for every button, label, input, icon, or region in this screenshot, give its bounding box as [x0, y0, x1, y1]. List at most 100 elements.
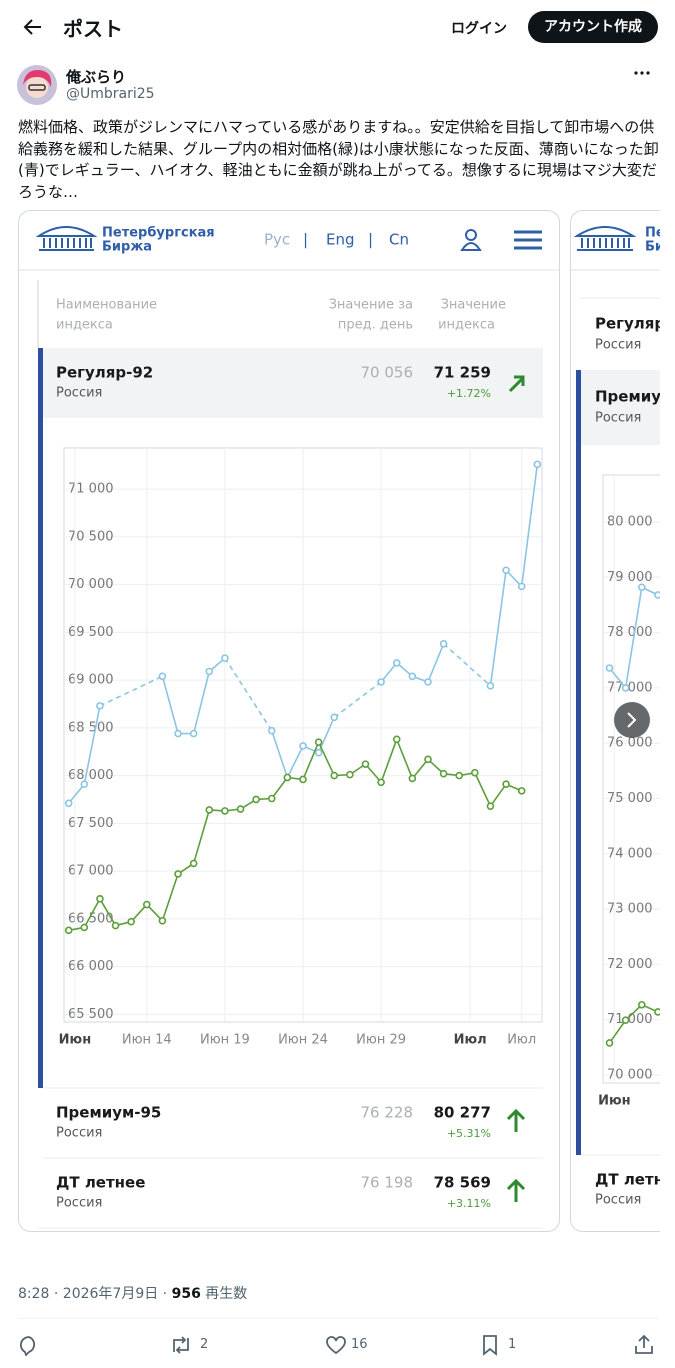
y-tick-label: 66 000 [68, 959, 114, 974]
data-point [346, 770, 354, 779]
y-tick-label: 66 500 [68, 911, 114, 926]
y-tick-label: 68 000 [68, 768, 114, 783]
data-point [637, 1000, 646, 1009]
data-point [221, 654, 229, 662]
logo-text: Пе [645, 226, 660, 241]
data-point [314, 738, 323, 746]
language-link[interactable]: Eng [326, 231, 355, 249]
y-tick-label: 71 000 [68, 482, 114, 497]
more-button[interactable] [632, 66, 652, 80]
line-segment [489, 570, 507, 686]
line-segment [68, 783, 85, 804]
row-value: 80 277 [434, 1104, 491, 1122]
row-name: Регуляр [595, 315, 660, 333]
line-segment [411, 758, 429, 779]
row-name: Премиум-95 [56, 1104, 161, 1122]
view-label: 再生数 [205, 1286, 248, 1302]
line-segment [130, 903, 148, 923]
row-selected-bar [576, 370, 581, 1155]
data-point [533, 460, 542, 469]
x-tick-label: Июн 19 [200, 1033, 250, 1048]
next-image-button[interactable] [614, 702, 650, 738]
data-point [502, 780, 510, 788]
post-time[interactable]: 8:28 · 2026年7月9日 · [18, 1286, 172, 1302]
logo-text: Петербургская [102, 226, 215, 241]
bookmark-button[interactable] [481, 1334, 499, 1356]
y-tick-label: 73 000 [607, 902, 653, 917]
y-tick-label: 67 500 [68, 816, 114, 831]
data-point [408, 774, 417, 783]
data-point [361, 760, 370, 768]
data-point [64, 926, 73, 935]
language-link[interactable]: Рус [264, 231, 290, 249]
avatar[interactable] [17, 65, 57, 105]
row-region: Россия [56, 1196, 102, 1211]
data-point [174, 870, 182, 878]
line-segment [161, 873, 179, 922]
y-tick-label: 76 000 [607, 736, 653, 751]
data-point [111, 921, 120, 930]
data-point [392, 735, 401, 744]
data-point [424, 678, 432, 686]
row-value: 71 259 [434, 364, 491, 382]
line-segment [608, 1019, 627, 1044]
retweet-button[interactable] [169, 1334, 193, 1356]
login-link[interactable]: ログイン [451, 21, 507, 37]
x-tick-label: Июл [507, 1033, 536, 1048]
bookmark-count: 1 [508, 1337, 517, 1352]
y-tick-label: 78 000 [607, 625, 653, 640]
user-icon[interactable] [460, 229, 482, 251]
row-change: +3.11% [447, 1197, 491, 1210]
row-region: Россия [595, 338, 641, 353]
line-segment [380, 662, 398, 683]
data-point [96, 894, 104, 903]
x-tick-label: Июн 14 [122, 1033, 172, 1048]
line-segment [395, 739, 414, 779]
row-name: ДТ летн [595, 1171, 660, 1189]
x-tick-label: Июн 29 [356, 1033, 406, 1048]
y-tick-label: 67 000 [68, 864, 114, 879]
line-segment [489, 783, 507, 807]
data-point [127, 917, 135, 926]
x-tick-label: Июл [454, 1033, 487, 1048]
y-tick-label: 70 500 [68, 529, 114, 544]
back-button[interactable] [22, 16, 44, 38]
row-prev-value: 70 056 [361, 364, 414, 382]
row-prev-value: 76 228 [361, 1104, 414, 1122]
line-segment [192, 809, 211, 864]
row-prev-value: 76 198 [361, 1174, 414, 1192]
reply-button[interactable] [18, 1334, 40, 1356]
like-button[interactable] [325, 1335, 347, 1355]
y-tick-label: 75 000 [607, 791, 653, 806]
line-segment [161, 676, 179, 734]
row-region: Россия [595, 411, 641, 426]
language-link[interactable]: Cn [389, 231, 409, 249]
row-region: Россия [595, 1193, 641, 1208]
menu-icon[interactable] [514, 230, 542, 250]
y-tick-label: 70 000 [607, 1067, 653, 1082]
data-point [392, 659, 401, 667]
trend-arrow [506, 1178, 526, 1202]
share-button[interactable] [634, 1333, 654, 1355]
row-name: ДТ летнее [56, 1174, 145, 1192]
column-header: Значение за [329, 298, 413, 313]
y-tick-label: 68 500 [68, 720, 114, 735]
row-region: Россия [56, 386, 102, 401]
row-highlight [576, 370, 660, 445]
logo-text: Биржа [102, 240, 152, 255]
post-meta: 8:28 · 2026年7月9日 · 956 再生数 [18, 1283, 247, 1303]
line-segment [608, 667, 627, 689]
line-segment [83, 898, 101, 928]
data-point [621, 1016, 630, 1025]
x-tick-label: Июн [598, 1094, 631, 1109]
data-point [439, 639, 448, 648]
y-tick-label: 77 000 [607, 680, 653, 695]
y-tick-label: 69 500 [68, 625, 114, 640]
author-handle[interactable]: @Umbrari25 [66, 86, 155, 102]
signup-button[interactable]: アカウント作成 [528, 11, 658, 43]
trend-arrow [506, 1108, 526, 1132]
data-point [80, 923, 89, 932]
author-name[interactable]: 俺ぶらり [66, 68, 127, 86]
data-point [517, 582, 526, 591]
x-tick-label: Июн 24 [278, 1033, 328, 1048]
